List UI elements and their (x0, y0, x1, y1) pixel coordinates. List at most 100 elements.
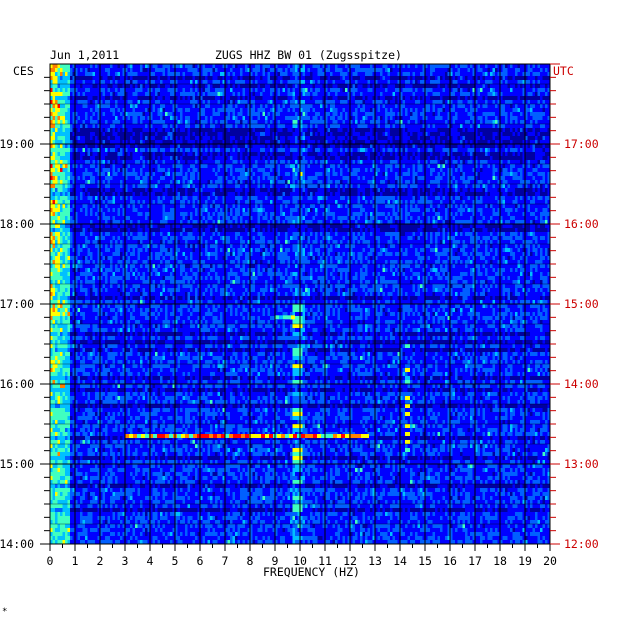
spectrogram-cell (135, 108, 138, 112)
spectrogram-cell (230, 72, 233, 76)
spectrogram-cell (215, 80, 218, 84)
spectrogram-cell (215, 84, 218, 88)
spectrogram-cell (138, 96, 141, 100)
spectrogram-cell (335, 120, 338, 124)
spectrogram-cell (188, 124, 191, 128)
spectrogram-cell (415, 124, 418, 128)
spectrogram-cell (143, 72, 146, 76)
spectrogram-cell (455, 72, 458, 76)
spectrogram-cell (410, 104, 413, 108)
spectrogram-cell (220, 100, 223, 104)
spectrogram-cell (385, 160, 388, 164)
spectrogram-cell (93, 104, 96, 108)
spectrogram-cell (285, 92, 288, 96)
spectrogram-cell (485, 132, 488, 136)
spectrogram-cell (463, 160, 466, 164)
spectrogram-cell (158, 88, 161, 92)
spectrogram-cell (505, 112, 508, 116)
spectrogram-cell (193, 76, 196, 80)
spectrogram-cell (113, 72, 116, 76)
spectrogram-cell (540, 104, 543, 108)
spectrogram-cell (263, 132, 266, 136)
spectrogram-cell (190, 108, 193, 112)
spectrogram-cell (238, 88, 241, 92)
spectrogram-cell (505, 80, 508, 84)
spectrogram-cell (258, 116, 261, 120)
spectrogram-cell (93, 152, 96, 156)
spectrogram-cell (453, 116, 456, 120)
spectrogram-cell (415, 92, 418, 96)
spectrogram-cell (405, 148, 408, 152)
spectrogram-cell (170, 84, 173, 88)
spectrogram-cell (360, 68, 363, 72)
spectrogram-cell (438, 128, 441, 132)
spectrogram-cell (90, 84, 93, 88)
spectrogram-cell (68, 152, 71, 156)
spectrogram-cell (90, 124, 93, 128)
spectrogram-cell (468, 80, 471, 84)
spectrogram-cell (533, 80, 536, 84)
spectrogram-cell (428, 148, 431, 152)
spectrogram-cell (315, 84, 318, 88)
spectrogram-cell (263, 88, 266, 92)
spectrogram-cell (235, 112, 238, 116)
spectrogram-cell (540, 84, 543, 88)
spectrogram-cell (333, 104, 336, 108)
spectrogram-cell (533, 108, 536, 112)
spectrogram-cell (165, 116, 168, 120)
spectrogram-cell (208, 136, 211, 140)
spectrogram-cell (215, 92, 218, 96)
spectrogram-cell (293, 104, 296, 108)
spectrogram-cell (453, 132, 456, 136)
spectrogram-cell (380, 88, 383, 92)
spectrogram-cell (190, 68, 193, 72)
spectrogram-cell (213, 152, 216, 156)
spectrogram-cell (280, 120, 283, 124)
spectrogram-cell (280, 100, 283, 104)
spectrogram-cell (158, 96, 161, 100)
spectrogram-cell (195, 72, 198, 76)
spectrogram-cell (293, 160, 296, 164)
spectrogram-cell (178, 116, 181, 120)
spectrogram-cell (263, 112, 266, 116)
spectrogram-cell (453, 104, 456, 108)
spectrogram-cell (370, 88, 373, 92)
spectrogram-cell (320, 160, 323, 164)
spectrogram-cell (485, 80, 488, 84)
spectrogram-cell (368, 68, 371, 72)
spectrogram-cell (310, 88, 313, 92)
spectrogram-cell (70, 160, 73, 164)
spectrogram-cell (205, 96, 208, 100)
spectrogram-cell (165, 80, 168, 84)
spectrogram-cell (165, 84, 168, 88)
spectrogram-cell (370, 108, 373, 112)
spectrogram-cell (118, 84, 121, 88)
spectrogram-cell (115, 124, 118, 128)
spectrogram-cell (308, 132, 311, 136)
spectrogram-cell (288, 132, 291, 136)
spectrogram-cell (205, 84, 208, 88)
spectrogram-cell (128, 108, 131, 112)
spectrogram-cell (293, 144, 296, 148)
spectrogram-cell (520, 72, 523, 76)
spectrogram-cell (310, 128, 313, 132)
spectrogram-cell (138, 108, 141, 112)
spectrogram-cell (388, 100, 391, 104)
spectrogram-cell (163, 104, 166, 108)
spectrogram-cell (330, 144, 333, 148)
spectrogram-cell (263, 156, 266, 160)
spectrogram-cell (140, 136, 143, 140)
spectrogram-cell (190, 92, 193, 96)
spectrogram-cell (68, 108, 71, 112)
spectrogram-cell (443, 160, 446, 164)
spectrogram-cell (445, 160, 448, 164)
spectrogram-cell (163, 136, 166, 140)
spectrogram-cell (428, 144, 431, 148)
spectrogram-cell (178, 156, 181, 160)
spectrogram-cell (538, 72, 541, 76)
spectrogram-cell (535, 124, 538, 128)
spectrogram-cell (243, 84, 246, 88)
spectrogram-cell (438, 72, 441, 76)
spectrogram-cell (55, 96, 58, 100)
spectrogram-cell (213, 148, 216, 152)
